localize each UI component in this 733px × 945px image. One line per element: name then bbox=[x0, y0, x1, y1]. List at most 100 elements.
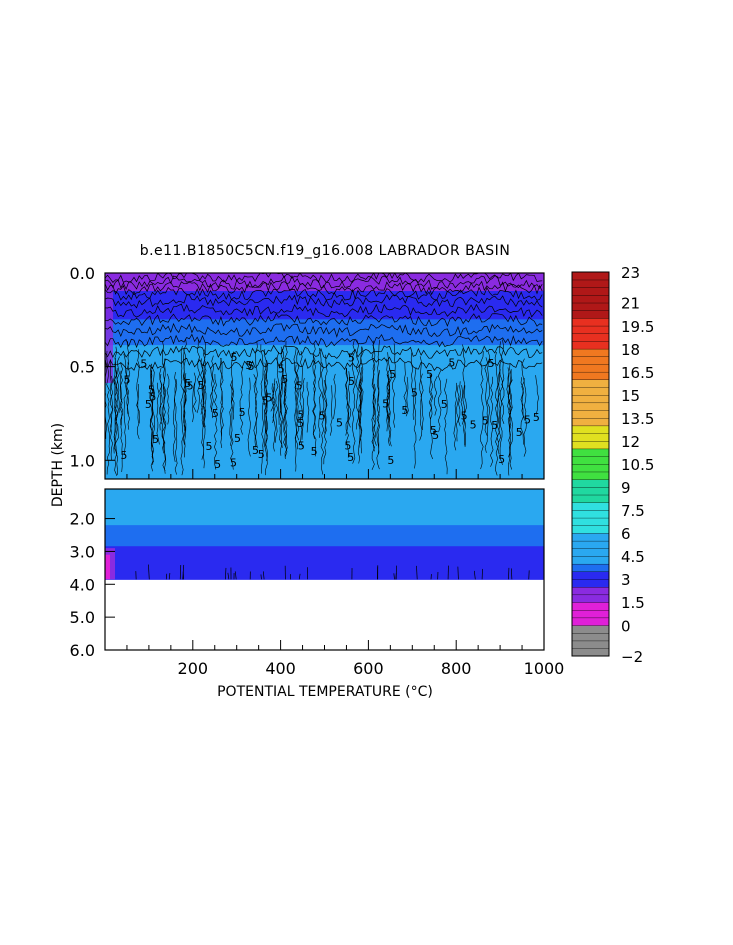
contour-value-label: 5 bbox=[348, 351, 355, 364]
contour-line bbox=[360, 346, 364, 454]
contour-line bbox=[260, 344, 264, 474]
contour-line bbox=[179, 564, 182, 580]
contour-line bbox=[116, 356, 120, 413]
contour-value-label: 5 bbox=[231, 351, 238, 364]
contour-line bbox=[387, 378, 391, 446]
contour-line bbox=[279, 382, 283, 456]
colorbar-band bbox=[571, 425, 610, 434]
contour-line bbox=[358, 378, 363, 413]
heat-cell bbox=[105, 492, 544, 495]
contour-line bbox=[444, 378, 448, 475]
contour-line bbox=[299, 351, 303, 447]
heat-cell bbox=[105, 422, 544, 426]
heat-cell bbox=[105, 275, 544, 279]
heat-cell bbox=[105, 468, 544, 472]
contour-line bbox=[392, 343, 396, 428]
heat-cell bbox=[105, 553, 544, 556]
contour-line bbox=[105, 286, 543, 301]
heat-cell bbox=[105, 570, 544, 573]
contour-value-label: 5 bbox=[470, 418, 477, 431]
heat-cell bbox=[105, 555, 544, 558]
heat-cell bbox=[105, 513, 544, 516]
heat-cell bbox=[105, 291, 544, 295]
contour-value-label: 5 bbox=[430, 424, 437, 437]
contour-line bbox=[275, 380, 279, 443]
contour-line bbox=[105, 294, 543, 309]
y-tick-label: 0.5 bbox=[70, 358, 95, 377]
contour-line bbox=[174, 379, 178, 475]
colorbar-band bbox=[571, 540, 610, 549]
contour-line bbox=[182, 349, 187, 445]
contour-line bbox=[323, 379, 327, 465]
heat-cell bbox=[105, 526, 544, 529]
colorbar-band bbox=[571, 363, 610, 373]
contour-line bbox=[306, 381, 310, 433]
contour-line bbox=[123, 353, 128, 456]
contour-line bbox=[333, 373, 336, 419]
contour-value-label: 5 bbox=[214, 458, 221, 471]
colorbar-label: 3 bbox=[621, 571, 631, 589]
contour-value-label: 5 bbox=[281, 373, 288, 386]
heat-cell bbox=[105, 334, 544, 338]
heat-cell bbox=[105, 417, 544, 421]
contour-line bbox=[162, 358, 166, 472]
contour-value-label: 5 bbox=[482, 414, 489, 427]
contour-line bbox=[166, 373, 170, 425]
contour-line bbox=[262, 571, 265, 580]
contour-line bbox=[320, 362, 325, 475]
contour-line bbox=[211, 355, 215, 412]
contour-line bbox=[276, 351, 280, 425]
contour-line bbox=[283, 378, 288, 458]
contour-line bbox=[193, 372, 197, 413]
contour-value-label: 5 bbox=[426, 368, 433, 381]
contour-line bbox=[148, 564, 150, 580]
heat-cell bbox=[105, 430, 544, 434]
contour-line bbox=[200, 358, 204, 415]
contour-line bbox=[284, 340, 288, 460]
contour-line bbox=[254, 341, 259, 449]
contour-line bbox=[115, 370, 119, 455]
colorbar-band bbox=[571, 448, 610, 457]
heat-cell bbox=[105, 543, 544, 546]
heat-cell bbox=[105, 363, 544, 367]
colorbar-band bbox=[571, 340, 610, 350]
colorbar-band bbox=[571, 433, 610, 442]
colorbar: 23 21 19.5 18 16.5 15 13.5 12 10.5 9 7.5 6 4.5 3 1.5 0 −… bbox=[571, 264, 654, 666]
heat-cell bbox=[105, 450, 544, 454]
contour-value-label: 5 bbox=[149, 391, 156, 404]
contour-line bbox=[230, 351, 234, 470]
heat-cell bbox=[105, 437, 544, 441]
heat-cell bbox=[105, 404, 544, 408]
contour-line bbox=[136, 349, 140, 440]
contour-line bbox=[386, 375, 389, 432]
heat-cell bbox=[105, 556, 544, 559]
y-tick-label: 6.0 bbox=[70, 641, 95, 660]
heat-cell bbox=[105, 540, 544, 543]
contour-value-label: 5 bbox=[262, 394, 269, 407]
contour-line bbox=[480, 351, 484, 470]
heat-cell bbox=[105, 535, 544, 538]
heat-cell bbox=[105, 544, 544, 547]
contour-line bbox=[224, 567, 227, 580]
contour-line bbox=[165, 573, 168, 580]
heat-cell bbox=[105, 296, 544, 300]
colorbar-band bbox=[571, 486, 610, 496]
contour-value-label: 5 bbox=[265, 392, 272, 405]
x-tick-label: 200 bbox=[178, 659, 209, 678]
heat-cell bbox=[105, 399, 544, 403]
colorbar-label: 10.5 bbox=[621, 456, 654, 474]
heat-cell bbox=[105, 280, 544, 284]
heat-cell bbox=[105, 516, 544, 519]
heat-cell bbox=[105, 493, 544, 496]
contour-line bbox=[172, 371, 177, 462]
contour-line bbox=[260, 574, 262, 580]
contour-line bbox=[473, 570, 476, 580]
contour-line bbox=[105, 280, 543, 296]
contour-line bbox=[105, 313, 543, 327]
contour-value-label: 5 bbox=[311, 445, 318, 458]
contour-line bbox=[535, 375, 539, 415]
heat-cell bbox=[105, 327, 544, 331]
heat-cell bbox=[105, 505, 544, 508]
heat-cell bbox=[105, 453, 544, 457]
